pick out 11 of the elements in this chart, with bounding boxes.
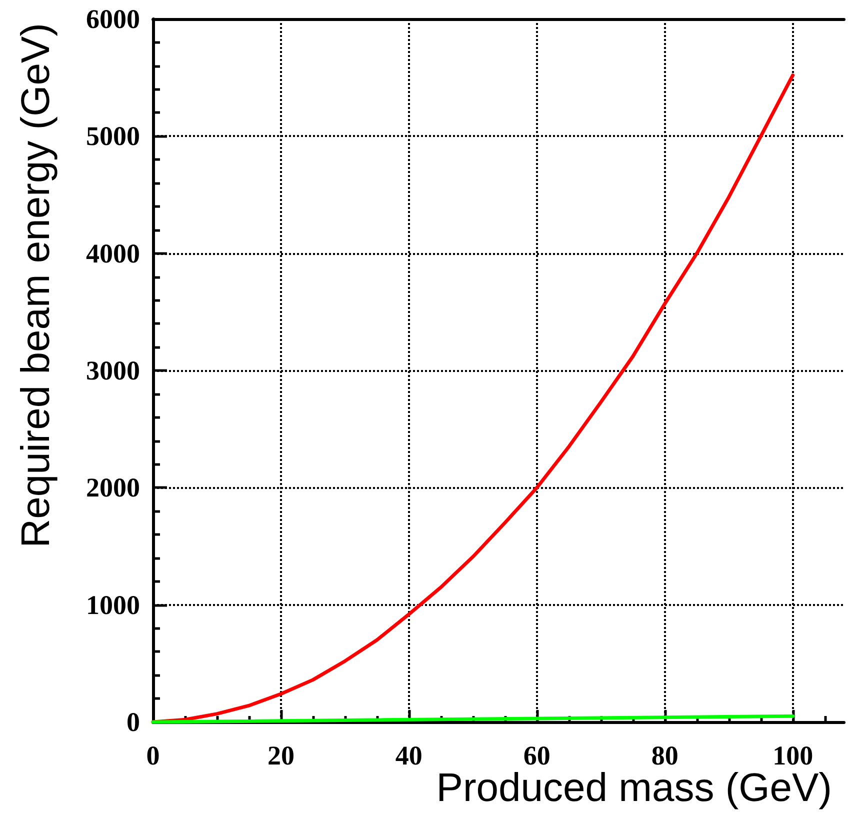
y-tick-label: 1000 (86, 590, 140, 620)
x-tick-label: 0 (146, 740, 160, 770)
y-axis-title: Required beam energy (GeV) (14, 23, 58, 548)
y-tick-label: 4000 (86, 238, 140, 268)
y-tick-label: 6000 (86, 4, 140, 34)
y-tick-label: 0 (126, 707, 140, 737)
x-tick-label: 20 (267, 740, 294, 770)
y-tick-label: 5000 (86, 121, 140, 152)
x-tick-label: 40 (395, 740, 422, 770)
y-tick-label: 2000 (86, 472, 140, 503)
y-tick-label: 3000 (86, 356, 140, 386)
